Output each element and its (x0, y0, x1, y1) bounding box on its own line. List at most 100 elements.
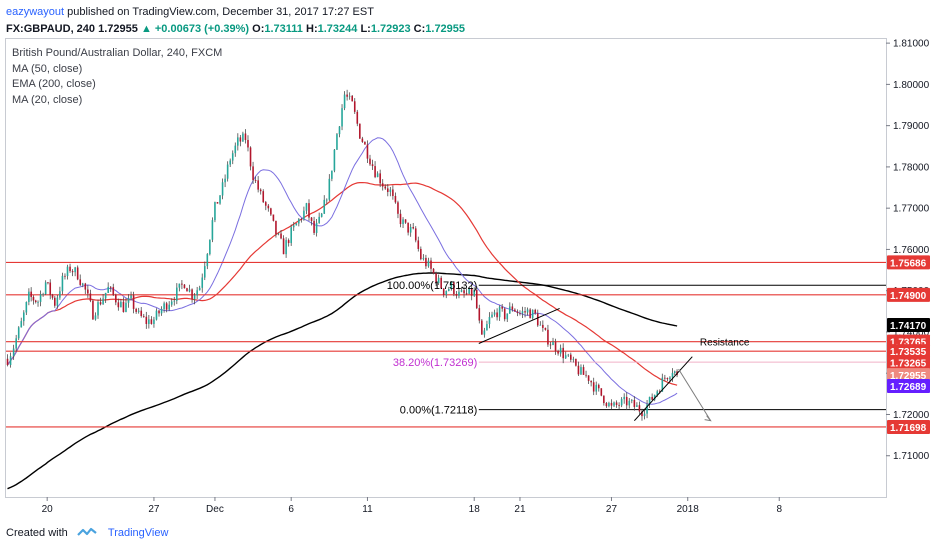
candle-up (127, 298, 130, 303)
candle-up (209, 239, 211, 255)
candle-up (59, 291, 61, 298)
y-tick-label: 1.74000 (893, 327, 930, 338)
candle-up (15, 338, 17, 349)
candle-down (259, 189, 262, 192)
candle-up (526, 309, 529, 313)
candle-down (435, 273, 437, 284)
candle-up (66, 266, 69, 277)
candle-down (425, 257, 427, 267)
last-price: 1.72955 (98, 23, 138, 35)
candle-down (257, 180, 259, 190)
candle-down (158, 310, 160, 314)
candle-down (496, 312, 498, 318)
candle-down (32, 296, 35, 301)
candle-down (267, 205, 270, 209)
candle-down (519, 312, 521, 314)
candle-up (221, 182, 224, 196)
candle-up (608, 402, 610, 407)
candle-up (320, 213, 323, 217)
high-value: 1.73244 (317, 23, 358, 35)
candle-down (384, 186, 387, 189)
candle-up (219, 195, 221, 204)
candle-down (282, 238, 285, 255)
candle-up (389, 189, 392, 192)
candle-up (572, 358, 575, 360)
candle-down (99, 302, 102, 305)
candle-down (109, 286, 112, 288)
candle-down (239, 137, 242, 142)
candle-down (407, 222, 409, 233)
price-label-box (887, 317, 930, 332)
publish-header: eazywayout published on TradingView.com,… (0, 0, 932, 38)
author-link[interactable]: eazywayout (6, 6, 65, 18)
candle-up (203, 266, 206, 278)
candle-up (521, 311, 524, 314)
candle-up (155, 310, 158, 320)
x-tick-label: 27 (148, 504, 160, 515)
candle-down (575, 358, 577, 366)
candle-up (531, 309, 534, 319)
candle-up (328, 178, 331, 200)
candle-down (511, 306, 514, 310)
chart-pane[interactable] (5, 38, 887, 498)
candle-down (262, 191, 265, 203)
candle-down (112, 287, 115, 295)
candle-down (404, 219, 407, 223)
candle-up (567, 354, 570, 356)
candle-up (646, 404, 648, 414)
low-value: 1.72923 (370, 23, 411, 35)
candle-up (12, 348, 15, 357)
candle-down (280, 233, 282, 239)
candle-down (592, 382, 595, 392)
candle-up (178, 283, 181, 288)
candle-down (272, 214, 275, 221)
price-label-text: 1.72955 (890, 371, 927, 382)
candle-down (6, 358, 9, 365)
candle-up (176, 287, 178, 301)
candle-up (237, 137, 239, 146)
candle-up (483, 330, 486, 335)
candle-up (173, 300, 176, 302)
candle-up (120, 301, 122, 308)
candle-down (549, 344, 552, 346)
candle-up (102, 298, 104, 305)
candle-down (51, 294, 54, 298)
candle-down (165, 303, 168, 310)
trendlines (478, 307, 712, 422)
legend-ema200[interactable]: EMA (200, close) (12, 78, 96, 90)
low-label: L: (360, 23, 371, 35)
price-label-box (887, 355, 930, 370)
candle-down (618, 404, 620, 406)
symbol-label: FX:GBPAUD, 240 (6, 23, 96, 35)
price-label-text: 1.73535 (890, 347, 927, 358)
candle-up (468, 288, 470, 294)
candle-down (638, 405, 641, 412)
candle-up (37, 301, 39, 303)
candle-down (597, 384, 600, 389)
ema200-line (7, 272, 678, 490)
candle-up (595, 384, 598, 392)
candle-down (264, 202, 267, 206)
candle-up (242, 133, 244, 142)
candle-down (122, 301, 125, 313)
candle-up (559, 347, 562, 354)
candle-down (432, 268, 435, 274)
legend-ma50[interactable]: MA (50, close) (12, 62, 83, 75)
close-label: C: (413, 23, 426, 35)
candle-up (94, 315, 97, 320)
candle-down (47, 282, 49, 284)
candles (6, 89, 678, 421)
candle-down (455, 294, 458, 296)
legend-ma20[interactable]: MA (20, close) (12, 93, 83, 106)
candle-up (493, 312, 496, 315)
candle-up (318, 216, 320, 223)
candle-down (453, 282, 455, 295)
footer: Created with TradingView (6, 527, 168, 539)
candle-up (409, 227, 412, 233)
tradingview-brand[interactable]: TradingView (107, 527, 169, 539)
price-label-text: 1.71698 (890, 423, 927, 434)
candle-up (44, 282, 47, 295)
x-tick-label: Dec (206, 504, 224, 515)
candle-up (74, 267, 76, 273)
